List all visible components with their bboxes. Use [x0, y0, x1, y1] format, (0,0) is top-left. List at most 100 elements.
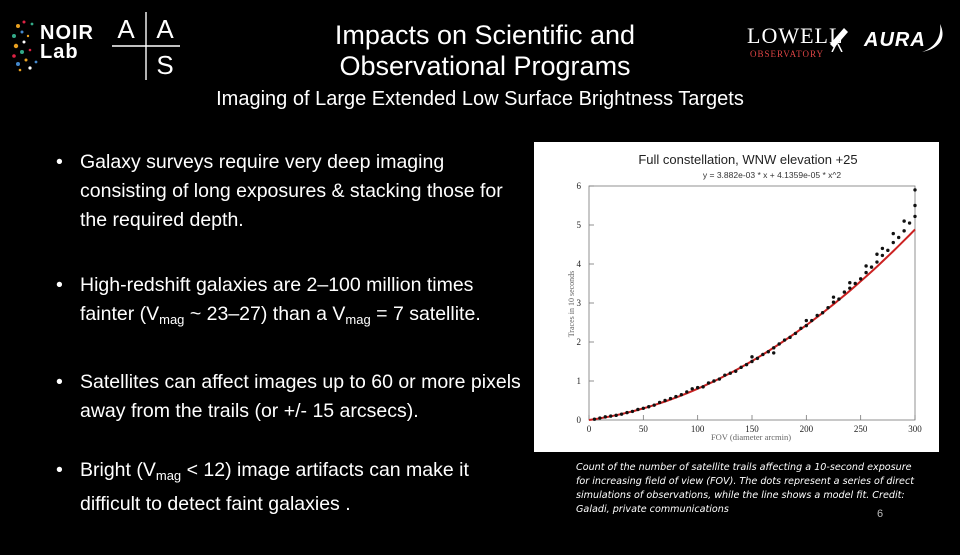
bullet-item-redshift: • High-redshift galaxies are 2–100 milli…: [52, 271, 522, 334]
bullet-item-artifacts: • Bright (Vmag < 12) image artifacts can…: [52, 456, 522, 519]
data-point: [603, 415, 607, 419]
lowell-wordmark: LOWELL: [747, 23, 844, 48]
data-point: [902, 229, 906, 233]
page-number: 6: [877, 508, 884, 520]
slide-title: Impacts on Scientific and Observational …: [270, 20, 700, 82]
slide-subtitle: Imaging of Large Extended Low Surface Br…: [216, 88, 744, 110]
chart-title: Full constellation, WNW elevation +25: [638, 152, 857, 167]
data-point: [766, 350, 770, 354]
noirlab-logo: NOIR Lab: [10, 12, 105, 80]
bullet-text-post: = 7 satellite.: [370, 303, 481, 325]
y-tick-label: 2: [577, 337, 582, 347]
data-point: [723, 373, 727, 377]
slide-title-line2: Observational Programs: [339, 51, 631, 81]
data-point: [799, 326, 803, 331]
data-point: [886, 248, 890, 253]
data-point: [777, 342, 781, 346]
data-point: [875, 260, 879, 264]
data-point: [750, 355, 754, 359]
data-point: [663, 398, 667, 403]
y-tick-label: 6: [577, 181, 582, 191]
data-point: [815, 313, 819, 318]
data-point: [869, 265, 874, 269]
data-point: [772, 346, 776, 350]
bullet-icon: •: [56, 274, 63, 296]
aura-logo: AURA: [858, 18, 948, 58]
x-tick-label: 300: [908, 424, 922, 434]
lowell-logo: LOWELL OBSERVATORY: [742, 18, 852, 59]
data-point: [913, 188, 917, 192]
chart-xlabel: FOV (diameter arcmin): [711, 432, 791, 442]
bullet-icon: •: [56, 151, 63, 173]
data-point: [761, 352, 765, 357]
data-point: [728, 371, 732, 375]
chart-axes: 0 50 100 150 200 250 300 0 1 2 3 4 5 6: [577, 181, 923, 434]
aas-letter-a2: A: [156, 14, 174, 44]
aas-letter-s: S: [156, 50, 173, 80]
data-point: [619, 412, 624, 416]
noirlab-wordmark: NOIR Lab: [40, 23, 94, 63]
telescope-icon: [830, 28, 848, 52]
data-point: [614, 413, 618, 418]
aas-letter-a1: A: [117, 14, 135, 44]
bullet-subscript: mag: [155, 468, 182, 483]
satellite-trails-chart: Full constellation, WNW elevation +25 y …: [534, 142, 939, 452]
data-point: [793, 331, 798, 336]
data-point: [831, 300, 836, 304]
data-point: [891, 240, 895, 245]
model-fit-line: [588, 228, 916, 421]
data-point: [641, 406, 646, 410]
simulation-points: [592, 188, 917, 421]
noirlab-word-lab: Lab: [40, 41, 79, 63]
data-point: [668, 396, 673, 401]
chart-plot-frame: [588, 185, 916, 421]
aura-wordmark: AURA: [864, 29, 926, 51]
data-point: [902, 219, 906, 223]
data-point: [636, 407, 640, 412]
data-point: [913, 214, 917, 219]
data-point: [739, 365, 743, 370]
x-tick-label: 100: [691, 424, 705, 434]
data-point: [706, 381, 711, 385]
data-point: [701, 385, 705, 389]
data-point: [913, 203, 917, 208]
data-point: [717, 377, 722, 381]
chart-equation: y = 3.882e-03 * x + 4.1359e-05 * x^2: [703, 170, 841, 180]
data-point: [630, 409, 635, 414]
data-point: [674, 394, 678, 399]
x-tick-label: 0: [587, 424, 592, 434]
bullet-item-surveys: • Galaxy surveys require very deep imagi…: [52, 148, 522, 235]
data-point: [657, 400, 662, 405]
chart-caption: Count of the number of satellite trails …: [576, 462, 914, 515]
data-point: [810, 318, 814, 323]
data-point: [647, 405, 651, 409]
chart-ylabel: Traces in 10 seconds: [567, 271, 576, 338]
data-point: [712, 379, 716, 383]
bullet-text: Satellites can affect images up to 60 or…: [80, 371, 521, 422]
data-point: [592, 417, 597, 421]
bullet-list: • Galaxy surveys require very deep imagi…: [52, 148, 522, 555]
data-point: [744, 362, 749, 367]
data-point: [848, 286, 852, 290]
data-point: [826, 305, 830, 310]
data-point: [864, 270, 868, 275]
bullet-subscript: mag: [345, 312, 371, 327]
data-point: [907, 221, 912, 225]
data-point: [788, 335, 792, 340]
aura-swoosh-icon: [922, 24, 943, 52]
bullet-icon: •: [56, 459, 63, 481]
bullet-text: Galaxy surveys require very deep imaging…: [80, 151, 503, 231]
data-point: [679, 392, 684, 397]
y-tick-label: 3: [577, 298, 582, 308]
bullet-subscript: mag: [159, 312, 185, 327]
y-tick-label: 5: [577, 220, 582, 230]
data-point: [858, 277, 863, 281]
y-tick-label: 1: [577, 376, 582, 386]
data-point: [755, 356, 760, 361]
bullet-text-pre: Bright (V: [80, 459, 156, 481]
data-point: [804, 323, 809, 328]
x-tick-label: 200: [800, 424, 814, 434]
data-point: [625, 410, 629, 415]
data-point: [837, 297, 841, 301]
data-point: [880, 253, 885, 258]
